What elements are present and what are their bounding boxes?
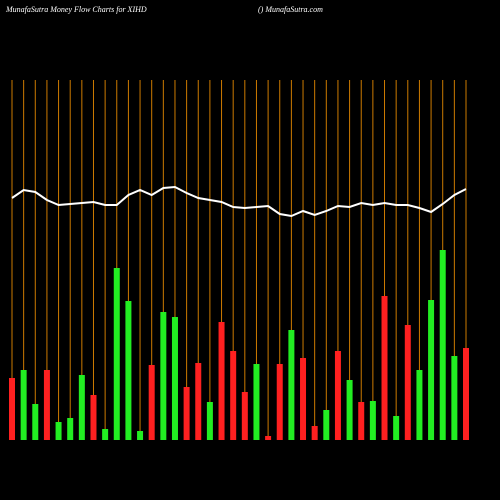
bar	[171, 317, 178, 440]
chart-subtitle: () MunafaSutra.com	[258, 5, 323, 14]
bar	[241, 392, 248, 440]
bar	[276, 364, 283, 440]
bar	[125, 301, 132, 440]
bar	[206, 402, 213, 440]
bar	[439, 250, 446, 440]
bar	[323, 410, 330, 440]
bar	[9, 378, 15, 440]
bar	[160, 312, 167, 440]
bar	[113, 268, 120, 440]
chart-title: MunafaSutra Money Flow Charts for XIHD	[5, 5, 147, 14]
bar	[67, 418, 74, 440]
bar	[334, 351, 341, 440]
bar	[265, 436, 272, 440]
bar	[137, 431, 144, 440]
bar	[451, 356, 458, 440]
bar	[463, 348, 469, 440]
bar	[78, 375, 85, 440]
bar	[404, 325, 411, 440]
bar	[300, 358, 307, 440]
bar	[195, 363, 202, 440]
bar	[218, 322, 225, 440]
bar	[381, 296, 388, 440]
bar	[90, 395, 97, 440]
bar	[183, 387, 190, 440]
bar	[253, 364, 260, 440]
price-line	[11, 185, 467, 218]
bar	[393, 416, 400, 440]
bar	[311, 426, 318, 440]
bar	[148, 365, 155, 440]
bar	[102, 429, 109, 440]
bar	[346, 380, 353, 440]
bar	[43, 370, 50, 440]
bar	[428, 300, 435, 440]
bar	[230, 351, 237, 440]
bar	[20, 370, 27, 440]
bar	[358, 402, 365, 440]
bar	[369, 401, 376, 440]
bar	[55, 422, 62, 440]
bar	[416, 370, 423, 440]
bar	[32, 404, 39, 440]
bar	[288, 330, 295, 440]
